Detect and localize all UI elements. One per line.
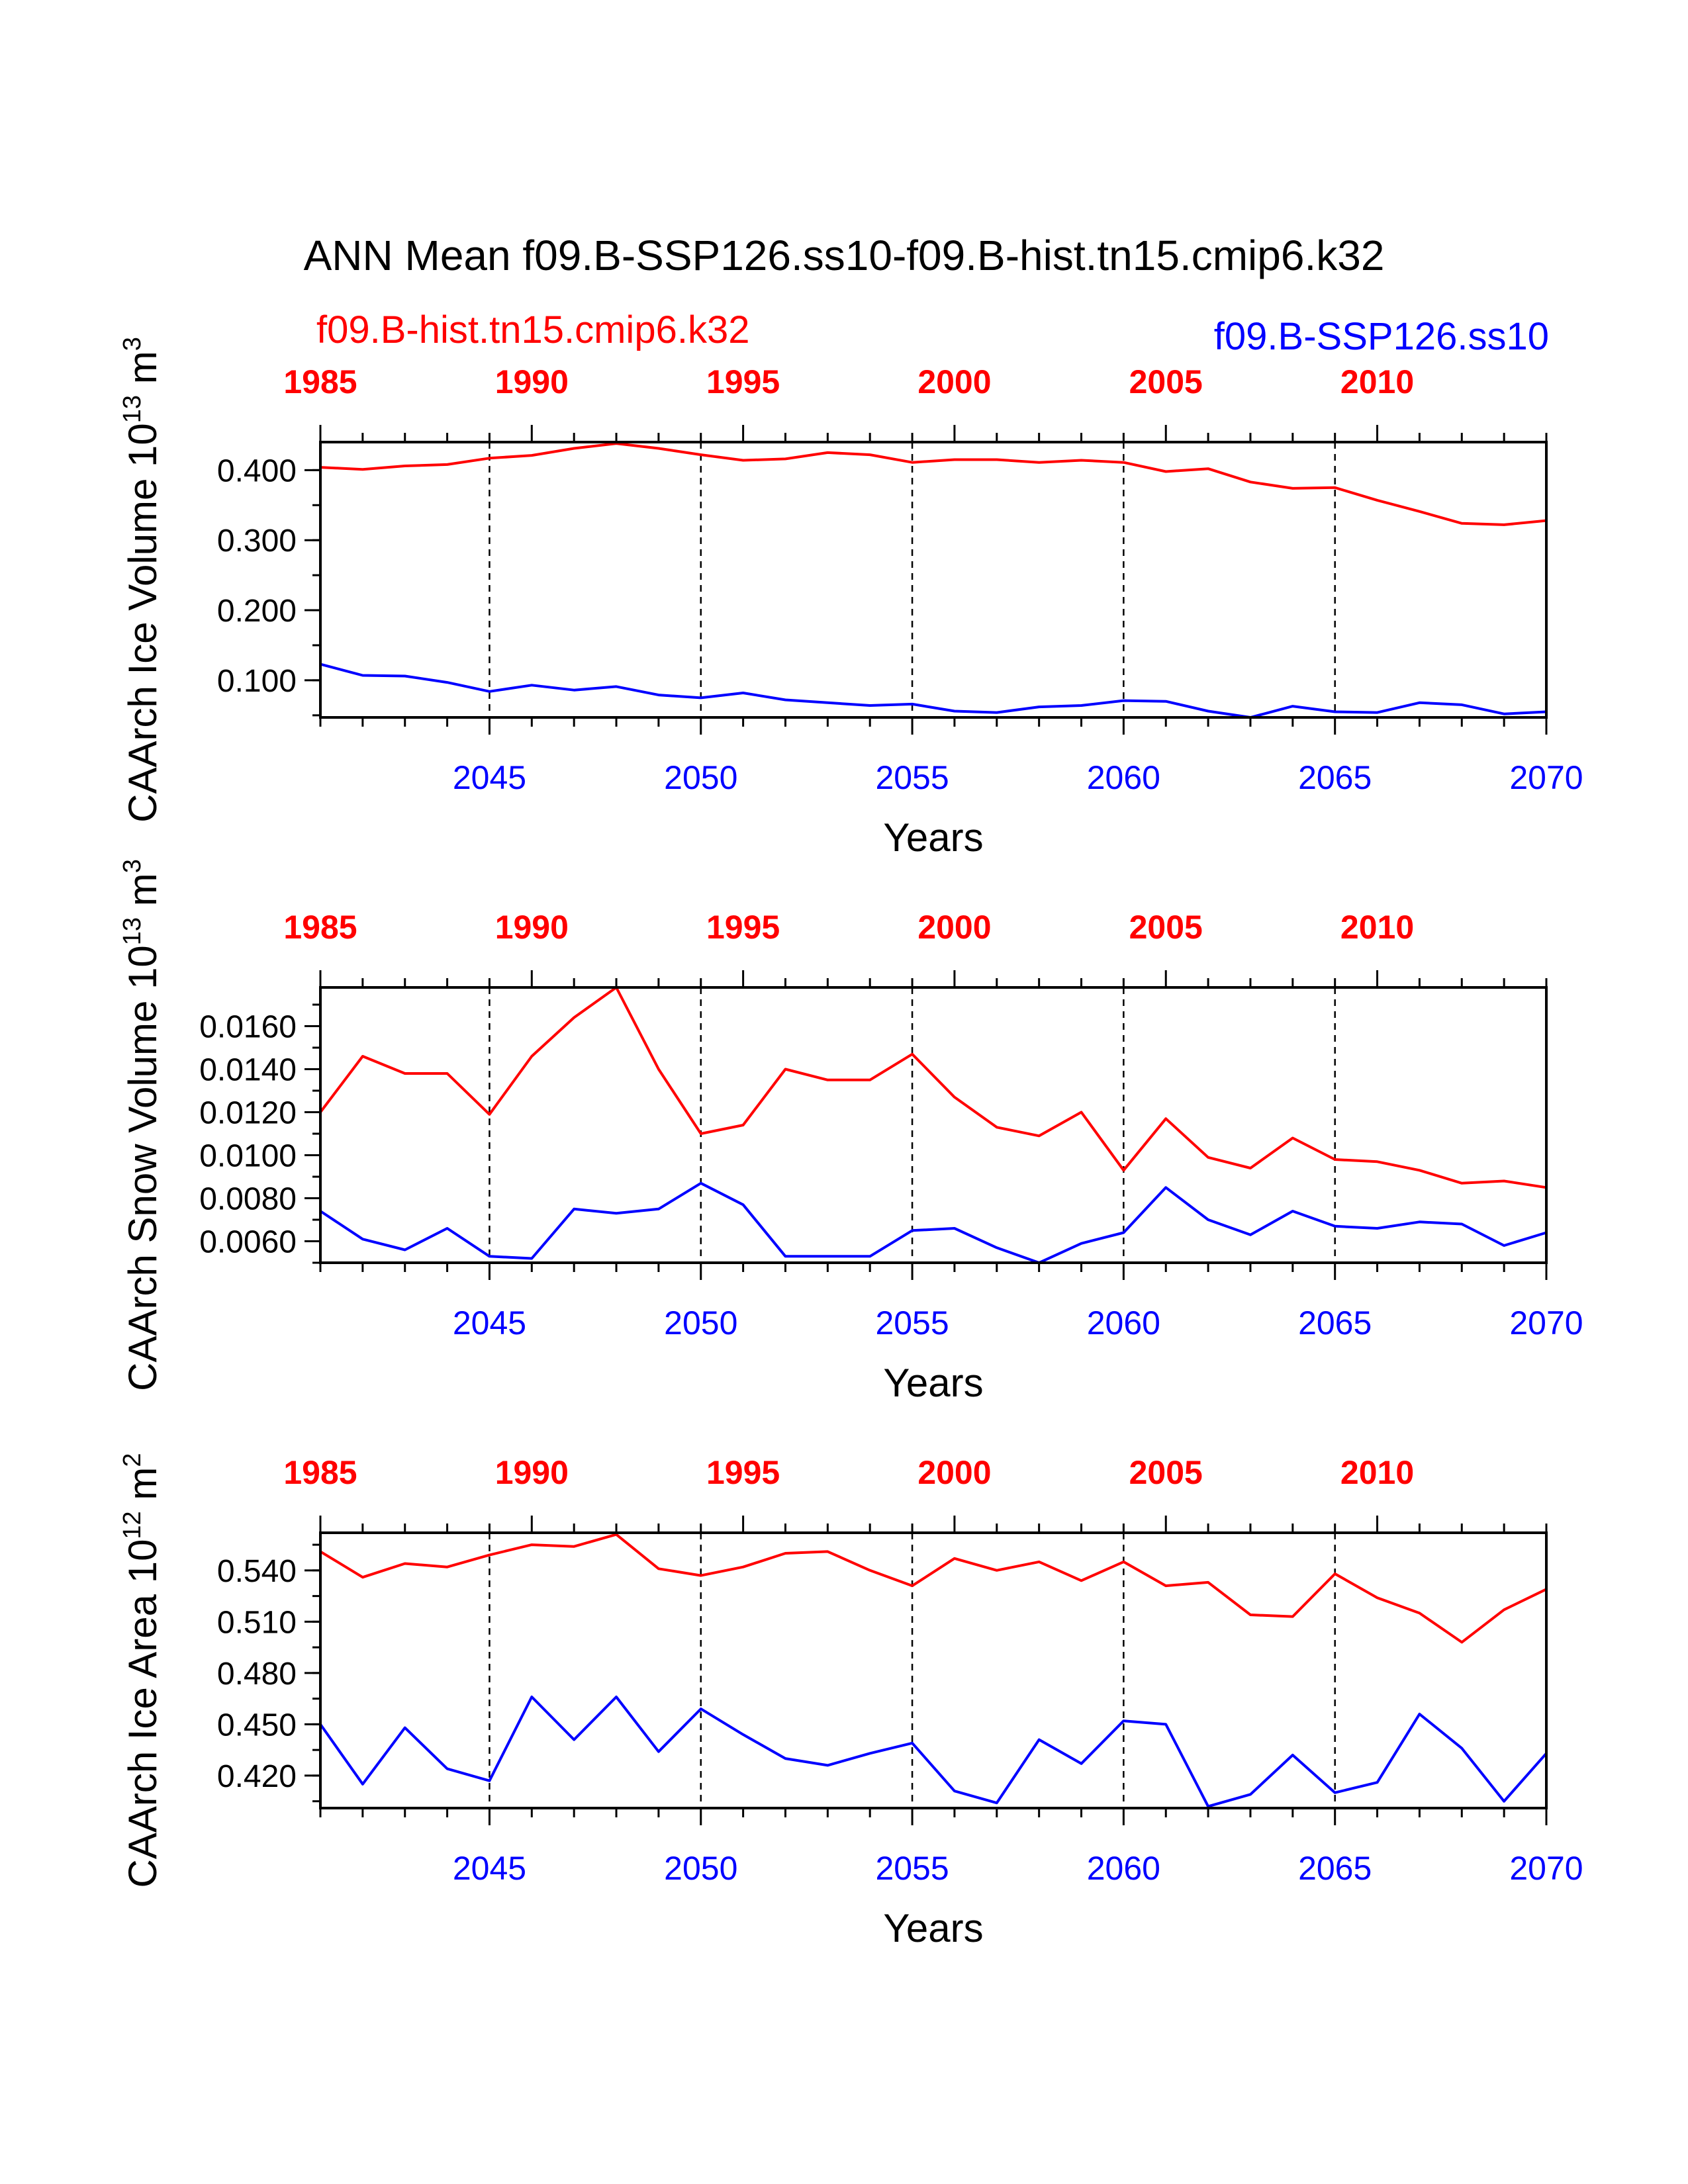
- top-x-tick-label: 1995: [706, 363, 780, 400]
- bottom-x-tick-label: 2055: [875, 759, 949, 796]
- y-tick-label: 0.0160: [199, 1010, 297, 1045]
- top-x-tick-label: 1985: [283, 363, 357, 400]
- series-line-hist: [319, 986, 1547, 1189]
- bottom-x-tick-label: 2045: [453, 1304, 526, 1342]
- y-tick-label: 0.0100: [199, 1139, 297, 1174]
- y-tick-label: 0.0120: [199, 1096, 297, 1131]
- y-axis-label: CAArch Ice Area 1012 m2: [118, 1453, 165, 1888]
- top-x-tick-label: 1985: [283, 909, 357, 946]
- chart-panel-2: 1985 1990 1995 2000 2005 2010 2045 2050 2055 2060…: [118, 859, 1583, 1405]
- bottom-x-tick-label: 2060: [1087, 1304, 1160, 1342]
- top-x-tick-label: 1990: [495, 363, 569, 400]
- y-tick-label: 0.0080: [199, 1182, 297, 1217]
- y-tick-label: 0.300: [217, 523, 297, 559]
- top-x-tick-label: 2000: [917, 1454, 991, 1491]
- y-tick-label: 0.510: [217, 1605, 297, 1640]
- plot-frame: [319, 441, 1548, 719]
- series-line-ssp: [319, 1181, 1547, 1264]
- top-x-tick-label: 2010: [1340, 363, 1414, 400]
- x-axis-label: Years: [883, 815, 983, 860]
- bottom-x-tick-label: 2070: [1509, 759, 1583, 796]
- top-x-tick-label: 1995: [706, 1454, 780, 1491]
- bottom-x-tick-label: 2065: [1298, 1304, 1372, 1342]
- top-x-tick-label: 2005: [1129, 909, 1203, 946]
- bottom-x-tick-label: 2050: [664, 759, 737, 796]
- top-x-tick-label: 2000: [917, 363, 991, 400]
- bottom-x-tick-label: 2060: [1087, 759, 1160, 796]
- y-tick-label: 0.0060: [199, 1225, 297, 1260]
- y-tick-label: 0.480: [217, 1657, 297, 1692]
- top-x-tick-label: 1990: [495, 909, 569, 946]
- bottom-x-tick-label: 2055: [875, 1304, 949, 1342]
- series-line-hist: [320, 442, 1547, 526]
- top-x-tick-label: 1995: [706, 909, 780, 946]
- y-tick-label: 0.400: [217, 453, 297, 488]
- chart-panel-3: 1985 1990 1995 2000 2005 2010 2045 2050 2055 2060…: [118, 1453, 1583, 1950]
- top-x-tick-label: 2000: [917, 909, 991, 946]
- y-axis-label: CAArch Snow Volume 1013 m3: [118, 859, 165, 1391]
- top-x-tick-label: 2010: [1340, 909, 1414, 946]
- bottom-x-tick-label: 2070: [1509, 1850, 1583, 1887]
- legend-hist-label: f09.B-hist.tn15.cmip6.k32: [316, 308, 749, 351]
- series-line-ssp: [320, 662, 1547, 719]
- y-tick-label: 0.200: [217, 594, 297, 629]
- y-tick-label: 0.540: [217, 1554, 297, 1589]
- chart-title: ANN Mean f09.B-SSP126.ss10-f09.B-hist.tn…: [304, 232, 1385, 279]
- x-axis-label: Years: [883, 1361, 983, 1405]
- top-x-tick-label: 1985: [283, 1454, 357, 1491]
- bottom-x-tick-label: 2050: [664, 1850, 737, 1887]
- top-x-tick-label: 2010: [1340, 1454, 1414, 1491]
- top-x-tick-label: 2005: [1129, 363, 1203, 400]
- series-line-hist: [319, 1533, 1547, 1644]
- bottom-x-tick-label: 2060: [1087, 1850, 1160, 1887]
- bottom-x-tick-label: 2070: [1509, 1304, 1583, 1342]
- chart-panel-1: 1985 1990 1995 2000 2005 2010 2045 2050 2055 2060…: [118, 337, 1583, 860]
- bottom-x-tick-label: 2050: [664, 1304, 737, 1342]
- top-x-tick-label: 2005: [1129, 1454, 1203, 1491]
- legend-ssp-label: f09.B-SSP126.ss10: [1214, 315, 1549, 358]
- y-tick-label: 0.450: [217, 1707, 297, 1743]
- bottom-x-tick-label: 2045: [453, 759, 526, 796]
- y-tick-label: 0.0140: [199, 1053, 297, 1088]
- x-axis-label: Years: [883, 1906, 983, 1950]
- y-axis-label: CAArch Ice Volume 1013 m3: [118, 337, 165, 823]
- plot-frame: [319, 1531, 1548, 1809]
- bottom-x-tick-label: 2065: [1298, 1850, 1372, 1887]
- y-tick-label: 0.100: [217, 664, 297, 699]
- series-line-ssp: [319, 1696, 1548, 1808]
- top-x-tick-label: 1990: [495, 1454, 569, 1491]
- y-tick-label: 0.420: [217, 1759, 297, 1794]
- bottom-x-tick-label: 2065: [1298, 759, 1372, 796]
- plot-frame: [319, 986, 1548, 1264]
- bottom-x-tick-label: 2045: [453, 1850, 526, 1887]
- bottom-x-tick-label: 2055: [875, 1850, 949, 1887]
